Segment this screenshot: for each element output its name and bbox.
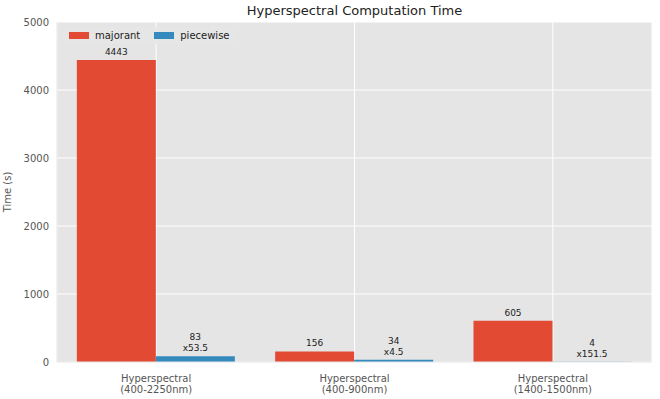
svg-text:1000: 1000 — [24, 289, 49, 300]
svg-text:Hyperspectral(400-2250nm): Hyperspectral(400-2250nm) — [120, 373, 192, 395]
svg-text:34: 34 — [388, 336, 400, 346]
svg-text:2000: 2000 — [24, 221, 49, 232]
svg-text:Hyperspectral(1400-1500nm): Hyperspectral(1400-1500nm) — [514, 373, 592, 395]
svg-text:3000: 3000 — [24, 153, 49, 164]
svg-text:605: 605 — [504, 308, 521, 318]
svg-text:x151.5: x151.5 — [576, 349, 607, 359]
svg-text:83: 83 — [190, 332, 201, 342]
svg-text:4: 4 — [589, 338, 595, 348]
svg-text:Hyperspectral(400-900nm): Hyperspectral(400-900nm) — [319, 373, 389, 395]
html-text:piecewise: piecewise — [180, 30, 230, 41]
svg-text:4443: 4443 — [105, 47, 128, 57]
html-text:majorant: majorant — [95, 30, 141, 41]
svg-text:5000: 5000 — [24, 17, 49, 28]
html-text:Hyperspectral Computation Time: Hyperspectral Computation Time — [246, 3, 463, 18]
svg-text:156: 156 — [306, 338, 323, 348]
svg-text:Time (s): Time (s) — [8, 172, 13, 214]
svg-text:4000: 4000 — [24, 85, 49, 96]
svg-text:0: 0 — [43, 357, 49, 368]
svg-text:x53.5: x53.5 — [183, 343, 208, 353]
svg-text:x4.5: x4.5 — [384, 347, 404, 357]
